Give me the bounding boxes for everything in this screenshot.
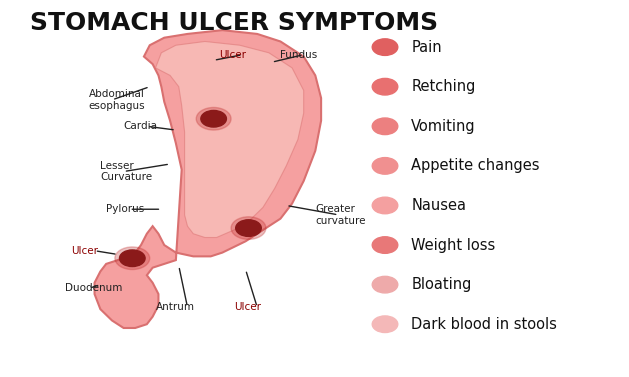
Circle shape (115, 247, 150, 270)
Circle shape (120, 250, 145, 267)
Text: Abdominal
esophagus: Abdominal esophagus (89, 89, 145, 111)
Circle shape (372, 78, 398, 95)
Circle shape (372, 276, 398, 293)
Text: Pylorus: Pylorus (106, 204, 145, 214)
Text: Dark blood in stools: Dark blood in stools (411, 317, 557, 332)
Text: Appetite changes: Appetite changes (411, 158, 540, 173)
Text: Antrum: Antrum (157, 302, 196, 312)
Text: STOMACH ULCER SYMPTOMS: STOMACH ULCER SYMPTOMS (30, 11, 438, 35)
Text: Ulcer: Ulcer (234, 302, 261, 312)
Circle shape (372, 158, 398, 174)
Circle shape (372, 39, 398, 55)
Polygon shape (155, 41, 304, 238)
Text: Vomiting: Vomiting (411, 119, 476, 134)
Text: Pain: Pain (411, 40, 442, 55)
Text: Duodenum: Duodenum (65, 284, 123, 293)
Circle shape (196, 107, 231, 130)
Text: Nausea: Nausea (411, 198, 466, 213)
Text: Greater
curvature: Greater curvature (315, 204, 366, 226)
Circle shape (372, 197, 398, 214)
Circle shape (231, 217, 266, 239)
Polygon shape (94, 30, 321, 328)
Text: Cardia: Cardia (123, 121, 158, 131)
Text: Bloating: Bloating (411, 277, 472, 292)
Text: Lesser
Curvature: Lesser Curvature (101, 161, 152, 182)
Circle shape (372, 316, 398, 333)
Circle shape (201, 110, 226, 127)
Text: Weight loss: Weight loss (411, 238, 496, 253)
Text: Fundus: Fundus (281, 50, 318, 60)
Circle shape (236, 220, 261, 236)
Text: Ulcer: Ulcer (220, 50, 247, 60)
Text: Ulcer: Ulcer (71, 246, 98, 256)
Circle shape (372, 237, 398, 253)
Text: Retching: Retching (411, 79, 476, 94)
Circle shape (372, 118, 398, 135)
